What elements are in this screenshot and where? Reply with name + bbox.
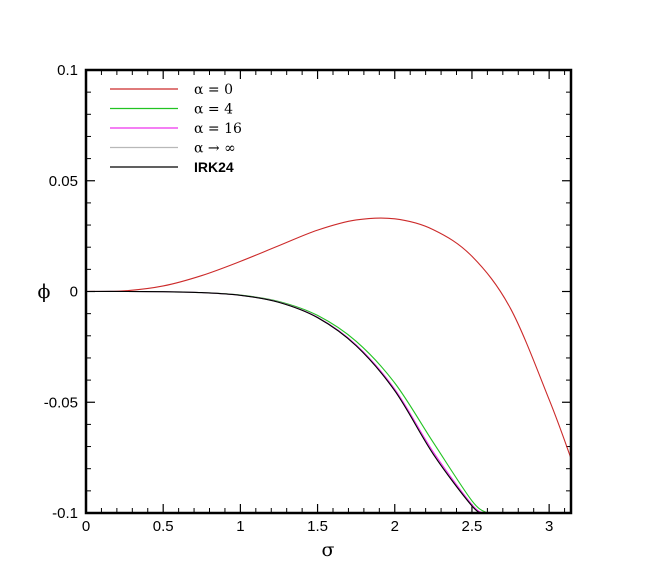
tick-labels: 0 0.5 1 1.5 2 2.5 3 0.1 0.05 0 -0.05 -0.1 <box>44 62 554 535</box>
y-tick-label: 0.1 <box>57 62 78 79</box>
y-tick-label: 0.05 <box>49 173 78 190</box>
x-tick-label: 3 <box>545 518 553 535</box>
y-tick-label: -0.1 <box>52 505 78 522</box>
legend: α = 0 α = 4 α = 16 α → ∞ IRK24 <box>110 82 242 175</box>
x-tick-label: 2 <box>391 518 399 535</box>
legend-label: IRK24 <box>194 159 234 175</box>
plot-frame <box>84 68 573 515</box>
series-line-1 <box>86 290 488 513</box>
x-axis-label: σ <box>322 539 335 561</box>
series-line-3 <box>86 290 484 513</box>
series-line-4 <box>86 290 484 513</box>
legend-label: α = 4 <box>194 102 233 118</box>
y-axis-label: ϕ <box>38 281 51 303</box>
legend-label: α → ∞ <box>194 141 236 157</box>
x-tick-label: 1.5 <box>307 518 328 535</box>
x-tick-label: 0.5 <box>153 518 174 535</box>
series-line-2 <box>86 290 485 513</box>
legend-label: α = 0 <box>194 82 233 98</box>
series-line-0 <box>86 217 571 458</box>
x-tick-label: 0 <box>82 518 90 535</box>
y-tick-label: -0.05 <box>44 394 78 411</box>
x-tick-label: 1 <box>236 518 244 535</box>
series-layer <box>86 217 571 513</box>
y-tick-label: 0 <box>70 284 78 301</box>
legend-label: α = 16 <box>194 121 242 137</box>
x-tick-label: 2.5 <box>462 518 483 535</box>
